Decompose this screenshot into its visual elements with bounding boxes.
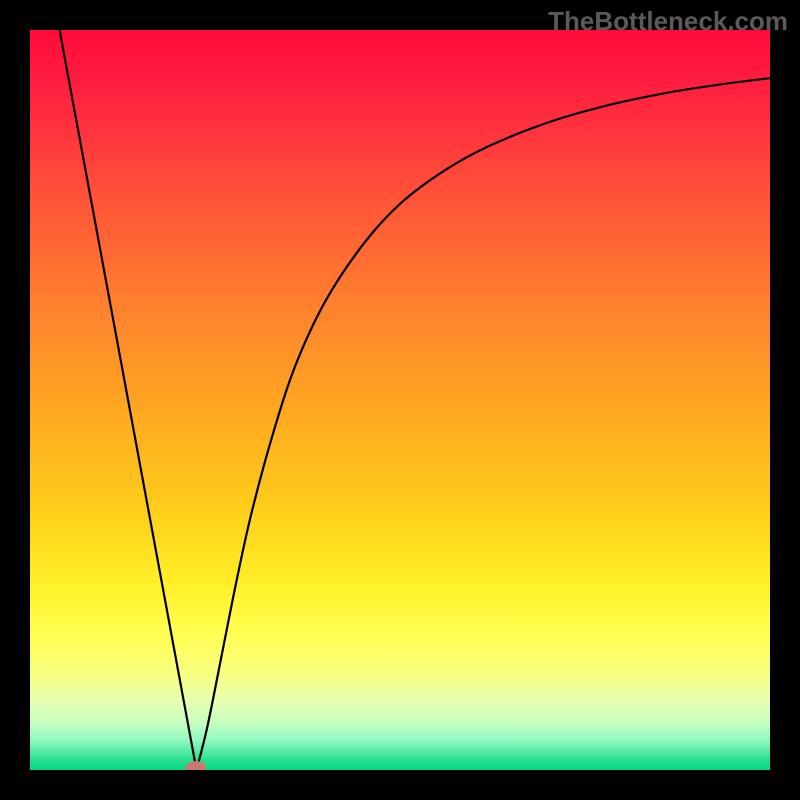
chart-container: TheBottleneck.com [0, 0, 800, 800]
plot-area [30, 30, 770, 770]
plot-svg [30, 30, 770, 770]
gradient-background [30, 30, 770, 770]
watermark-text: TheBottleneck.com [548, 6, 788, 37]
